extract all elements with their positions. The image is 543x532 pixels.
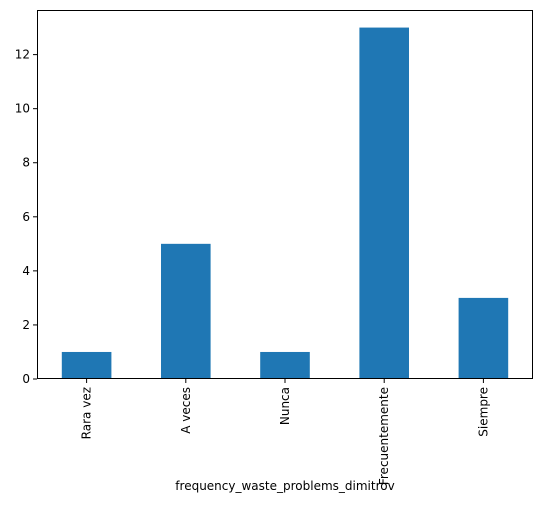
y-tick-label-4: 8 [22, 156, 30, 170]
y-tick-label-0: 0 [22, 372, 30, 386]
y-tick-label-1: 2 [22, 318, 30, 332]
x-axis-title: frequency_waste_problems_dimitrov [175, 479, 394, 493]
x-tick-label-0: Rara vez [80, 387, 94, 439]
y-axis: 0 2 4 6 8 10 12 [15, 48, 37, 386]
x-axis: Rara vez A veces Nunca Frecuentemente Siempr… [80, 379, 490, 485]
x-tick-label-1: A veces [179, 387, 193, 434]
x-tick-label-4: Siempre [476, 387, 490, 437]
bar-1 [161, 243, 211, 379]
y-tick-label-6: 12 [15, 48, 30, 62]
bars-group [61, 27, 509, 379]
x-tick-label-2: Nunca [278, 387, 292, 425]
bar-4 [458, 297, 509, 379]
y-tick-label-5: 10 [15, 102, 30, 116]
bar-3 [359, 27, 409, 379]
plot-frame [37, 10, 533, 379]
x-tick-label-3: Frecuentemente [377, 387, 391, 485]
y-tick-label-2: 4 [22, 264, 30, 278]
bar-0 [61, 351, 112, 379]
y-tick-label-3: 6 [22, 210, 30, 224]
bar-2 [260, 351, 310, 379]
